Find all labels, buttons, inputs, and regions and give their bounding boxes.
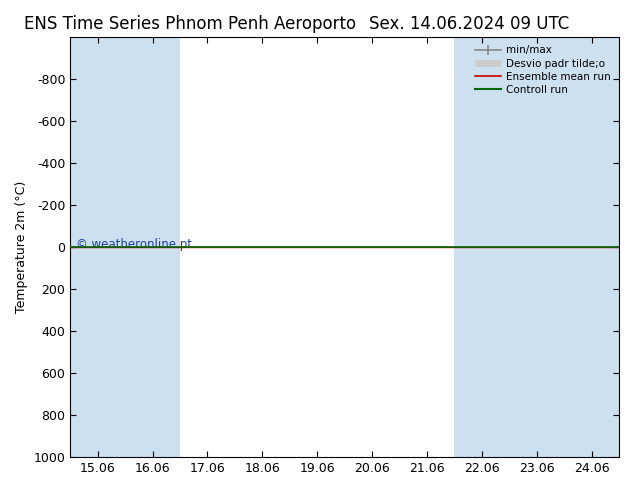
Bar: [564, 37, 619, 457]
Bar: [509, 37, 564, 457]
Y-axis label: Temperature 2m (°C): Temperature 2m (°C): [15, 181, 28, 313]
Text: ENS Time Series Phnom Penh Aeroporto: ENS Time Series Phnom Penh Aeroporto: [24, 15, 356, 33]
Legend: min/max, Desvio padr tilde;o, Ensemble mean run, Controll run: min/max, Desvio padr tilde;o, Ensemble m…: [472, 42, 614, 98]
Bar: [70, 37, 125, 457]
Bar: [455, 37, 509, 457]
Text: Sex. 14.06.2024 09 UTC: Sex. 14.06.2024 09 UTC: [369, 15, 569, 33]
Text: © weatheronline.pt: © weatheronline.pt: [76, 239, 191, 251]
Bar: [125, 37, 180, 457]
